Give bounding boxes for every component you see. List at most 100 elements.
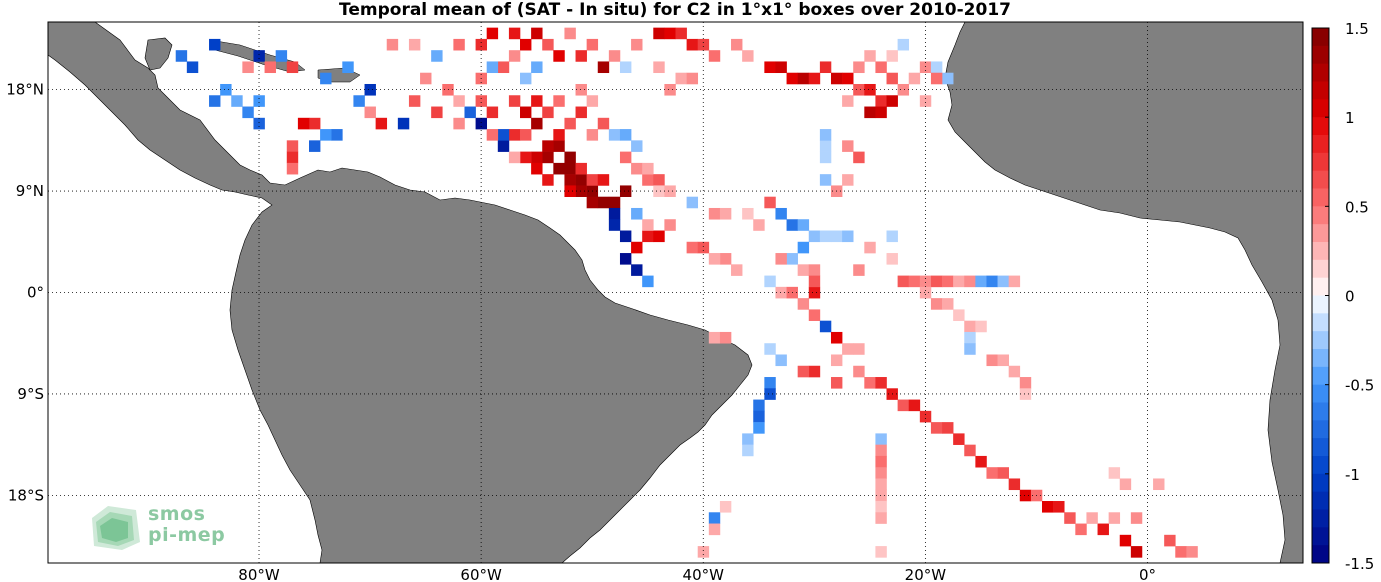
colorbar-segment [1312, 366, 1329, 386]
grid-cell [864, 83, 876, 96]
grid-cell [575, 83, 587, 96]
grid-cell [875, 489, 887, 502]
grid-cell [942, 72, 954, 85]
grid-cell [930, 275, 943, 288]
grid-cell [642, 230, 654, 243]
grid-cell [742, 444, 754, 457]
grid-cell [686, 38, 699, 51]
grid-cell [575, 174, 587, 186]
grid-cell [664, 83, 676, 96]
grid-cell [331, 129, 343, 141]
grid-cell [497, 129, 510, 141]
grid-cell [808, 309, 821, 321]
grid-cell [686, 196, 699, 209]
grid-cell [553, 162, 565, 175]
grid-cell [731, 264, 743, 276]
grid-cell [786, 253, 798, 265]
grid-cell [586, 174, 599, 186]
land-africa [944, 22, 1303, 563]
grid-cell [819, 230, 832, 243]
grid-cell [597, 174, 610, 186]
grid-cell [508, 27, 521, 40]
grid-cell [708, 512, 721, 524]
grid-cell [964, 343, 976, 355]
grid-cell [897, 275, 910, 288]
grid-cell [764, 275, 776, 288]
grid-cell [919, 410, 932, 423]
logo-emblem [92, 506, 140, 550]
colorbar-tick-label: 1 [1345, 109, 1355, 127]
grid-cell [986, 354, 998, 367]
grid-cell [708, 331, 721, 344]
grid-cell [808, 365, 821, 378]
grid-cell [908, 399, 921, 412]
grid-cell [619, 230, 632, 243]
grid-cell [175, 50, 188, 62]
grid-cell [486, 61, 499, 74]
grid-cell [642, 219, 654, 231]
grid-cell [908, 72, 921, 85]
logo-text-line2: pi-mep [148, 524, 226, 546]
colorbar-segment [1312, 259, 1329, 279]
grid-cell [808, 275, 821, 288]
grid-cell [808, 72, 821, 85]
grid-cell [553, 95, 565, 107]
colorbar-segment [1312, 206, 1329, 225]
grid-cell [619, 185, 632, 197]
grid-cell [1119, 478, 1132, 491]
grid-cell [786, 219, 798, 231]
grid-cell [953, 309, 965, 321]
grid-cell [531, 117, 543, 130]
grid-cell [875, 546, 887, 558]
grid-cell [997, 275, 1009, 288]
grid-cell [1086, 512, 1098, 524]
grid-cell [842, 140, 854, 152]
land-yucatan [144, 37, 173, 71]
grid-cell [575, 185, 587, 197]
grid-cell [486, 27, 499, 40]
grid-cell [686, 72, 699, 85]
grid-cell [797, 298, 810, 310]
grid-cell [508, 50, 521, 62]
grid-cell [542, 106, 554, 119]
map-frame [47, 21, 1304, 564]
grid-cell [209, 38, 221, 51]
grid-cell [975, 275, 987, 288]
grid-cell [486, 106, 499, 119]
grid-cell [586, 129, 599, 141]
grid-cell [1008, 275, 1021, 288]
grid-cell [253, 50, 265, 62]
grid-cell [520, 151, 532, 164]
grid-cell [364, 83, 376, 96]
grid-cell [775, 253, 787, 265]
grid-cell [497, 61, 510, 74]
grid-cell [964, 331, 976, 344]
logo-text-line1: smos [148, 503, 206, 525]
grid-cell [408, 38, 421, 51]
grid-cell [619, 129, 632, 141]
grid-cell [653, 27, 665, 40]
grid-cell [964, 275, 976, 288]
grid-cell [531, 151, 543, 164]
grid-cell [475, 117, 487, 130]
grid-cell [919, 61, 932, 74]
grid-cell [597, 196, 610, 209]
grid-cell [864, 106, 876, 119]
grid-cell [564, 117, 576, 130]
grid-cell [364, 106, 376, 119]
grid-cell [897, 399, 910, 412]
colorbar-segment [1312, 170, 1329, 189]
grid-cell [875, 478, 887, 491]
grid-cell [453, 117, 465, 130]
grid-cell [520, 38, 532, 51]
grid-cell [875, 61, 887, 74]
grid-cell [386, 38, 399, 51]
grid-cell [830, 331, 843, 344]
grid-cell [486, 129, 499, 141]
grid-cell [1164, 534, 1176, 547]
colorbar [1311, 27, 1330, 564]
grid-cell [964, 320, 976, 333]
grid-cell [764, 61, 776, 74]
grid-cell [875, 444, 887, 457]
grid-cell [231, 95, 243, 107]
